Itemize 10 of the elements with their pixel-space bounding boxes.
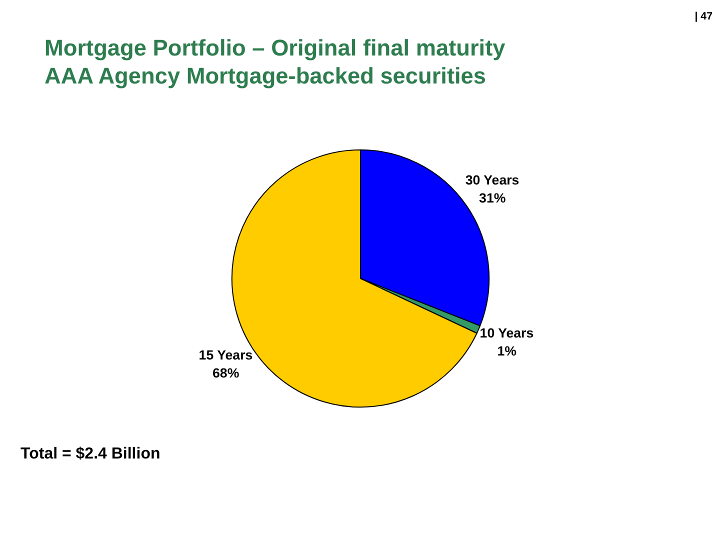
data-label: 31% (479, 190, 506, 206)
text: | 47 (694, 10, 713, 22)
chart-subtitle: AAA Agency Mortgage-backed securities (44, 62, 486, 88)
slice-label: 15 Years (198, 347, 253, 362)
slice-label: 30 Years (465, 172, 520, 188)
data-label: 1% (497, 343, 517, 358)
text: Total = $2.4 Billion (20, 446, 160, 462)
data-label: 68% (212, 365, 240, 380)
chart-title: Mortgage Portfolio – Original final maturity (44, 34, 506, 60)
slice-label: 10 Years (480, 325, 534, 340)
